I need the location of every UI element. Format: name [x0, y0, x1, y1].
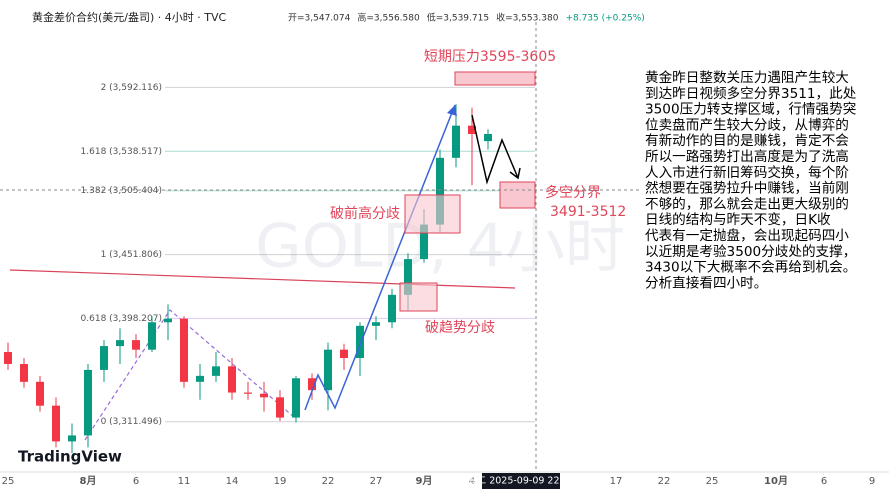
- logo: TradingView: [18, 448, 122, 466]
- x-tick-label: 8月: [80, 475, 97, 487]
- black-arrow: [471, 114, 519, 185]
- x-tick-label: 6: [821, 476, 827, 487]
- crosshair-label-bg: [482, 473, 560, 489]
- candle-body: [52, 405, 60, 442]
- annotation: 短期压力3595-3605: [424, 49, 556, 65]
- fib-label: 1.382 (3,505.404): [81, 186, 162, 196]
- annotation: 3491-3512: [550, 204, 626, 220]
- candle-body: [484, 134, 492, 142]
- ohlc-value: +8.735 (+0.25%): [565, 14, 644, 24]
- note-line: 有新动作的目的是赚钱，肯定不会: [645, 133, 849, 149]
- note-background: [640, 68, 889, 304]
- x-tick-label: 25: [2, 476, 15, 487]
- note-line: 日线的结构与昨天不变，日K收: [645, 212, 831, 228]
- candle-body: [404, 259, 412, 295]
- candle-body: [36, 381, 44, 406]
- blue-arrow: [304, 104, 456, 411]
- note-line: 到达昨日视频多空分界3511，此处: [645, 85, 857, 102]
- note-line: 黄金昨日整数关压力遇阻产生较大: [645, 70, 849, 86]
- trend-break-box: [399, 282, 438, 312]
- ohlc-value: 高=3,556.580: [357, 12, 420, 24]
- note-line: 分析直接看四小时。: [645, 274, 767, 291]
- x-tick-label: 11: [178, 476, 191, 487]
- candle-body: [4, 352, 12, 364]
- note-line: 人入市进行新旧筹码交换，每个阶: [645, 164, 849, 181]
- note-line: 代表有一定抛盘，会出现起码四小: [645, 227, 849, 244]
- fib-levels: 2 (3,592.116) 1.618 (3,538.517) 1.382 (3,5…: [81, 83, 535, 427]
- candle-body: [164, 318, 172, 323]
- candle-body: [180, 318, 188, 382]
- ohlc-value: 收=3,553.380: [496, 12, 559, 24]
- arrow-head: [447, 105, 457, 116]
- candle-body: [196, 375, 204, 382]
- crosshair-label: 周二 2025-09-09 22:00: [467, 476, 575, 487]
- candle-body: [372, 322, 380, 326]
- annotation: 破趋势分歧: [425, 320, 495, 336]
- fib-label: 1 (3,451.806): [101, 250, 162, 260]
- ohlc-value: 低=3,539.715: [427, 12, 489, 24]
- fib-label: 2 (3,592.116): [101, 83, 162, 93]
- candle-body: [388, 294, 396, 323]
- x-tick-label: 27: [370, 476, 383, 487]
- x-tick-label: 10月: [764, 475, 788, 487]
- arrow-head: [509, 167, 521, 180]
- candle-body: [324, 349, 332, 391]
- note: 黄金昨日整数关压力遇阻产生较大到达昨日视频多空分界3511，此处3500压力转支…: [645, 70, 857, 291]
- candle-body: [340, 349, 348, 358]
- x-tick-label: 17: [610, 476, 623, 487]
- candle-body: [132, 340, 140, 350]
- candle-body: [308, 378, 316, 391]
- pivot-box: [499, 181, 536, 209]
- x-tick-label: 25: [706, 476, 719, 487]
- candle-body: [452, 125, 460, 158]
- candle-body: [212, 366, 220, 376]
- candle-body: [244, 392, 252, 394]
- ohlc-value: 开=3,547.074: [288, 13, 351, 24]
- candle-body: [228, 366, 236, 393]
- candle-body: [420, 224, 428, 260]
- dashed-path: [84, 309, 296, 441]
- fib-label: 0 (3,311.496): [101, 417, 162, 427]
- x-tick-label: 14: [226, 476, 239, 487]
- x-axis: 25 8月 6 11 14 19 22 27 9月 4 17 22 25 10月 6 9: [2, 475, 876, 487]
- note-line: 所以一路强势打出高度是为了洗高: [645, 148, 849, 165]
- chart-title: 黄金差价合约(美元/盎司) · 4小时 · TVC: [32, 10, 227, 24]
- note-line: 3430以下大概率不会再给到机会。: [645, 259, 856, 276]
- candle-body: [468, 125, 476, 134]
- candle-body: [68, 435, 76, 442]
- candle-body: [116, 340, 124, 347]
- fib-label: 0.618 (3,398.207): [81, 314, 162, 324]
- candles: [4, 104, 492, 454]
- high-break-box: [404, 194, 461, 234]
- x-tick-label: 19: [274, 476, 287, 487]
- x-tick-label: 4: [469, 476, 475, 487]
- candle-body: [436, 157, 444, 225]
- x-tick-label: 9月: [416, 475, 433, 487]
- candle-body: [260, 393, 268, 398]
- candle-body: [148, 322, 156, 350]
- candle-body: [20, 363, 28, 382]
- note-line: 然想要在强势拉升中赚钱，当前刚: [645, 180, 849, 197]
- note-line: 以近期是考验3500分歧处的支撑，: [645, 244, 856, 260]
- x-tick-label: 9: [869, 476, 875, 487]
- x-tick-label: 22: [658, 476, 671, 487]
- annotation: 多空分界: [545, 184, 601, 201]
- annotation: 破前高分歧: [330, 205, 400, 222]
- ohlc-header: 开=3,547.074 高=3,556.580 低=3,539.715 收=3,553…: [288, 12, 645, 24]
- fib-label: 1.618 (3,538.517): [81, 147, 162, 157]
- candle-body: [276, 397, 284, 418]
- note-line: 不够的，那么就会走出更大级别的: [645, 196, 849, 212]
- candle-body: [84, 369, 92, 436]
- x-tick-label: 22: [322, 476, 335, 487]
- candle-body: [292, 378, 300, 418]
- candle-body: [356, 325, 364, 358]
- candle-body: [100, 346, 108, 370]
- resistance-box: [454, 71, 536, 86]
- note-line: 3500压力转支撑区域，行情强势突: [645, 102, 857, 118]
- x-tick-label: 6: [133, 476, 139, 487]
- note-line: 位卖盘而产生较大分歧，从博弈的: [645, 116, 849, 133]
